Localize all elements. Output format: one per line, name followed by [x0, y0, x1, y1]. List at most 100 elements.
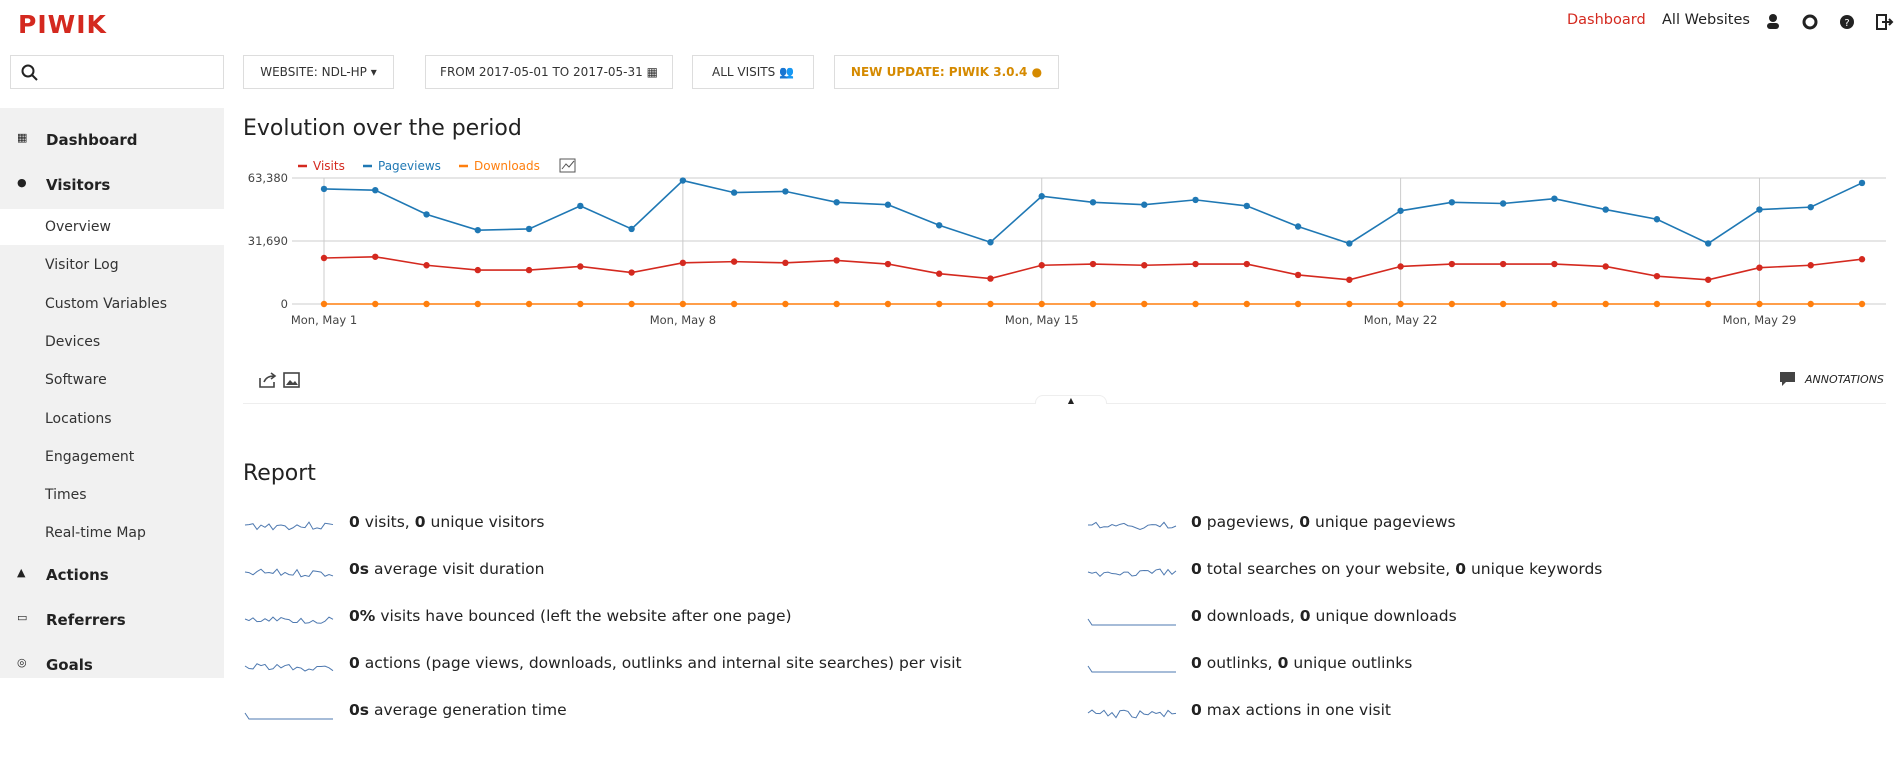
sidebar-item[interactable]: Visitor Log — [45, 257, 119, 274]
data-point — [1141, 201, 1148, 208]
metric-value: 0 — [1191, 654, 1202, 672]
data-point — [320, 185, 328, 193]
x-tick-label: Mon, May 22 — [1364, 313, 1438, 327]
sidebar-section[interactable]: Goals — [46, 656, 93, 674]
sparkline — [1087, 665, 1176, 673]
sidebar-section[interactable]: Visitors — [46, 176, 111, 194]
data-point — [525, 266, 533, 274]
sparkline — [244, 663, 334, 672]
sidebar: ▦ Dashboard ● Visitors Overview Visitor Log Cu… — [0, 108, 224, 678]
report-metric: 0 total searches on your website, 0 unique … — [1191, 560, 1602, 578]
period-selector[interactable]: FROM 2017-05-01 TO 2017-05-31 ▦ — [425, 55, 673, 89]
sparkline-line — [244, 568, 334, 578]
data-point — [1243, 300, 1251, 308]
data-point — [1397, 207, 1404, 214]
sidebar-item[interactable]: Locations — [45, 410, 112, 427]
data-point — [936, 270, 943, 277]
data-point — [1858, 256, 1866, 263]
sidebar-item[interactable]: Overview — [45, 219, 111, 235]
data-point — [782, 259, 789, 267]
update-notice[interactable]: NEW UPDATE: PIWIK 3.0.4 ● — [834, 55, 1059, 89]
series-line — [323, 179, 1863, 245]
sidebar-section[interactable]: Dashboard — [46, 131, 138, 149]
data-point — [1807, 300, 1814, 308]
button-label: ALL VISITS — [711, 65, 776, 79]
metric-text: actions (page views, downloads, outlinks… — [364, 654, 962, 672]
sidebar-item[interactable]: Devices — [45, 333, 101, 350]
legend-label: Visits — [313, 159, 345, 173]
data-point — [1192, 260, 1199, 268]
data-point — [320, 254, 328, 262]
data-point — [782, 300, 789, 308]
sidebar-item[interactable]: Real-time Map — [45, 525, 146, 542]
metric-value: 0 — [1455, 560, 1466, 578]
metric-value: 0% — [349, 607, 376, 625]
nav-link[interactable]: All Websites — [1662, 12, 1750, 28]
website-selector[interactable]: WEBSITE: NDL-HP ▾ — [243, 55, 394, 89]
metric-text: unique downloads — [1315, 607, 1457, 625]
x-tick-label: Mon, May 29 — [1723, 313, 1797, 327]
sparkline-line — [1087, 568, 1177, 577]
data-point — [1602, 263, 1609, 270]
data-point — [884, 300, 892, 308]
data-point — [936, 222, 943, 229]
nav-link[interactable]: Dashboard — [1567, 12, 1646, 28]
legend-label: Downloads — [474, 159, 540, 173]
data-point — [936, 300, 943, 308]
collapse-toggle[interactable]: ▲ — [1035, 395, 1107, 405]
export-icons[interactable] — [258, 370, 308, 390]
button-label: NEW UPDATE: PIWIK 3.0.4 — [850, 65, 1028, 79]
data-point — [628, 225, 635, 233]
chart-type-icon[interactable] — [559, 158, 576, 173]
metric-value: 0s — [349, 701, 370, 719]
metric-text: unique outlinks — [1293, 654, 1413, 672]
data-point — [1089, 260, 1097, 268]
metric-text: visits have bounced (left the website af… — [380, 607, 792, 625]
annotations-link[interactable]: ANNOTATIONS — [1805, 373, 1884, 386]
sparkline — [1087, 709, 1177, 719]
metric-value: 0 — [1191, 560, 1202, 578]
data-point — [1192, 300, 1199, 308]
annotations-icon — [1780, 372, 1795, 386]
sidebar-icon: ◎ — [17, 656, 27, 669]
metric-text: average visit duration — [374, 560, 545, 578]
sidebar-item[interactable]: Custom Variables — [45, 295, 168, 312]
data-point — [884, 260, 892, 268]
data-point — [833, 300, 840, 308]
metric-text: outlinks, — [1206, 654, 1273, 672]
data-point — [679, 259, 687, 267]
sparkline — [244, 712, 333, 720]
data-point — [1551, 195, 1558, 202]
report-metric: 0 downloads, 0 unique downloads — [1191, 607, 1457, 625]
x-tick-label: Mon, May 15 — [1005, 313, 1079, 327]
metric-text: pageviews, — [1206, 513, 1295, 531]
data-point — [1602, 206, 1609, 213]
sidebar-item[interactable]: Engagement — [45, 448, 135, 465]
x-tick-label: Mon, May 8 — [650, 313, 716, 327]
data-point — [1653, 216, 1661, 223]
chart: 0 31,690 63,380 Mon, May 1 Mon, May 8 Mon, Ma… — [248, 158, 1886, 327]
data-point — [1705, 300, 1712, 308]
data-point — [1756, 206, 1763, 213]
data-point — [628, 300, 635, 308]
data-point — [1089, 199, 1097, 206]
logo[interactable]: PIWIK — [18, 10, 107, 39]
search-box[interactable] — [10, 55, 224, 89]
data-point — [1807, 203, 1814, 211]
sidebar-item[interactable]: Software — [45, 372, 107, 389]
segment-selector[interactable]: ALL VISITS 👥 — [692, 55, 814, 89]
data-point — [987, 300, 994, 308]
data-point — [1499, 300, 1507, 308]
sparkline-line — [1087, 618, 1176, 626]
sidebar-section[interactable]: Referrers — [46, 611, 126, 629]
sparkline — [244, 616, 334, 624]
button-label: WEBSITE: NDL-HP — [260, 65, 367, 79]
sidebar-section[interactable]: Actions — [46, 566, 109, 584]
report-metric: 0 pageviews, 0 unique pageviews — [1191, 513, 1456, 531]
data-point — [1294, 271, 1302, 279]
metric-value: 0 — [1191, 607, 1202, 625]
data-point — [1858, 300, 1866, 308]
sidebar-icon: ● — [17, 176, 27, 189]
data-point — [1294, 223, 1302, 230]
sidebar-item[interactable]: Times — [45, 487, 87, 504]
